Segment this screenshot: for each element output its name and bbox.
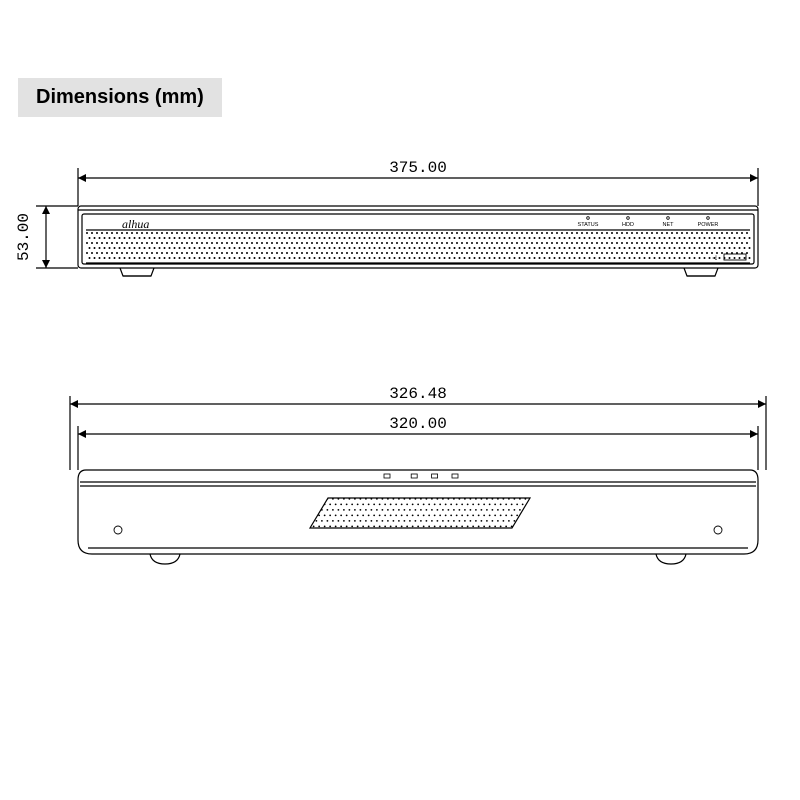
- svg-text:NET: NET: [663, 222, 675, 228]
- dimension-diagram: 375.00 53.00 alhua STATUS HDD NET POWER ·⟟· 326.…: [0, 0, 800, 800]
- svg-text:·⟟·: ·⟟·: [711, 255, 720, 262]
- dimensions-title-text: Dimensions (mm): [36, 86, 204, 108]
- svg-text:alhua: alhua: [122, 217, 149, 231]
- svg-text:POWER: POWER: [698, 222, 719, 228]
- svg-text:375.00: 375.00: [389, 159, 447, 177]
- svg-text:STATUS: STATUS: [578, 222, 599, 228]
- dimensions-title: Dimensions (mm): [18, 78, 222, 117]
- svg-text:320.00: 320.00: [389, 415, 447, 433]
- svg-text:53.00: 53.00: [15, 213, 33, 261]
- svg-text:HDD: HDD: [622, 222, 634, 228]
- svg-text:326.48: 326.48: [389, 385, 447, 403]
